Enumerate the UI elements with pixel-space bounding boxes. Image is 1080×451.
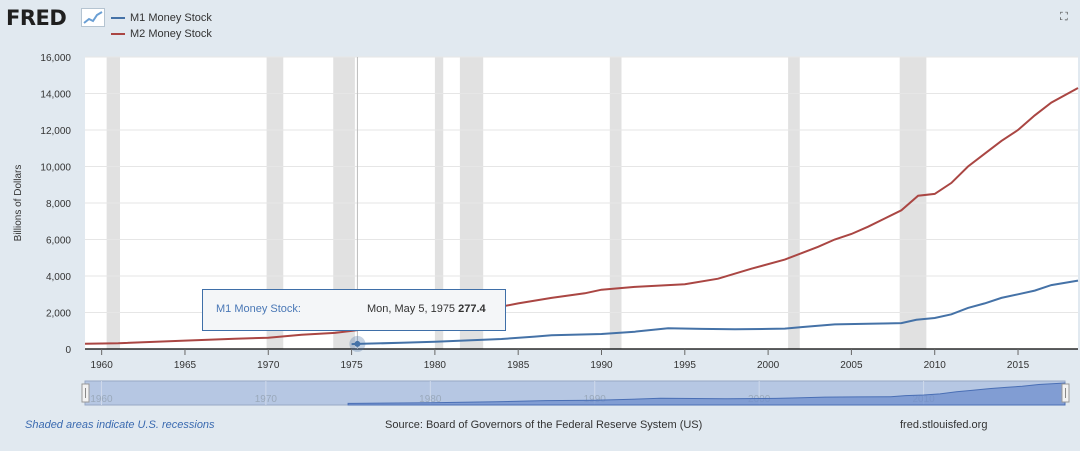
x-tick-label: 2000 (757, 360, 780, 371)
tooltip-date: Mon, May 5, 1975 (367, 303, 456, 315)
y-tick-label: 10,000 (40, 163, 71, 174)
series-line-m2 (84, 87, 1079, 345)
legend-swatch-m2 (111, 33, 125, 35)
legend-label-m1: M1 Money Stock (130, 12, 212, 24)
navigator-tick-label: 1990 (584, 394, 607, 405)
legend-swatch-m1 (111, 17, 125, 19)
tooltip-date-value: Mon, May 5, 1975 277.4 (367, 303, 486, 315)
x-tick-label: 1995 (674, 360, 697, 371)
legend-item-m1[interactable]: M1 Money Stock (111, 10, 212, 26)
y-tick-label: 8,000 (46, 199, 71, 210)
x-tick-label: 1985 (507, 360, 530, 371)
expand-icon[interactable]: ⛶ (1060, 11, 1068, 23)
recessions-note: Shaded areas indicate U.S. recessions (25, 419, 215, 431)
navigator-tick-label: 1970 (255, 394, 278, 405)
tooltip: M1 Money Stock: Mon, May 5, 1975 277.4 (202, 289, 506, 331)
x-tick-label: 2005 (840, 360, 863, 371)
y-tick-label: 0 (65, 345, 71, 356)
y-tick-label: 12,000 (40, 126, 71, 137)
y-tick-label: 2,000 (46, 309, 71, 320)
hover-point (354, 340, 361, 347)
legend-label-m2: M2 Money Stock (130, 28, 212, 40)
x-tick-label: 1975 (340, 360, 363, 371)
source-note: Source: Board of Governors of the Federa… (385, 419, 703, 431)
navigator-tick-label: 1980 (419, 394, 442, 405)
tooltip-value: 277.4 (458, 303, 486, 315)
x-tick-label: 1965 (174, 360, 197, 371)
x-tick-label: 1990 (590, 360, 613, 371)
x-tick-label: 2015 (1007, 360, 1030, 371)
x-tick-label: 1970 (257, 360, 280, 371)
y-tick-label: 6,000 (46, 236, 71, 247)
legend-item-m2[interactable]: M2 Money Stock (111, 26, 212, 42)
tooltip-series: M1 Money Stock: (216, 303, 301, 315)
y-axis-label: Billions of Dollars (13, 165, 24, 242)
x-tick-label: 1960 (91, 360, 114, 371)
site-link[interactable]: fred.stlouisfed.org (900, 419, 988, 431)
x-tick-label: 2010 (924, 360, 947, 371)
series-line-m1 (351, 279, 1079, 346)
navigator-area (347, 382, 1066, 406)
chart-legend: M1 Money Stock M2 Money Stock (111, 10, 212, 42)
y-tick-label: 14,000 (40, 90, 71, 101)
x-tick-label: 1980 (424, 360, 447, 371)
y-tick-label: 16,000 (40, 53, 71, 64)
navigator-tick-label: 1960 (90, 394, 113, 405)
fred-graph-icon (81, 8, 105, 27)
fred-logo[interactable]: FRED (6, 6, 67, 30)
y-tick-label: 4,000 (46, 272, 71, 283)
